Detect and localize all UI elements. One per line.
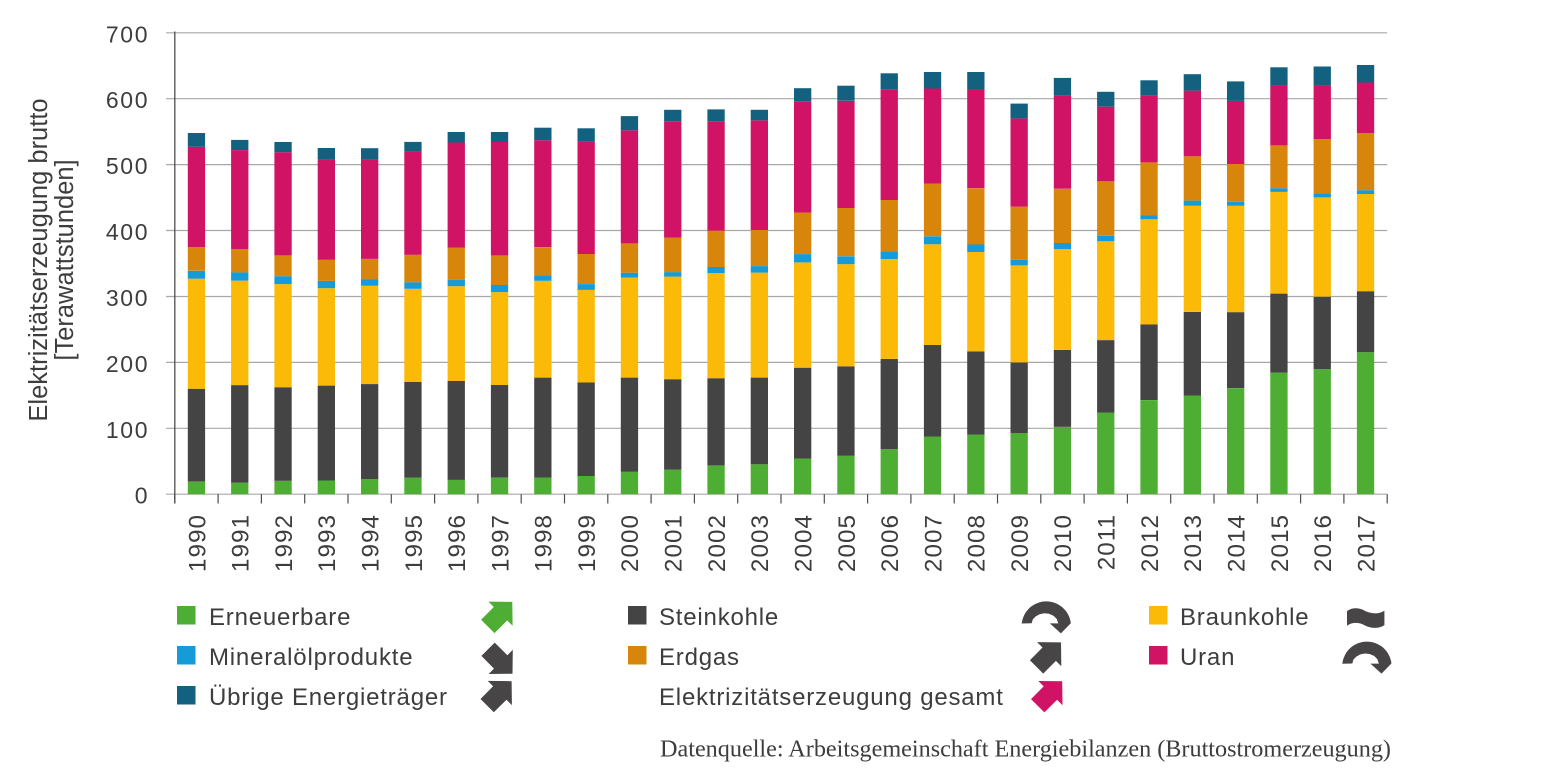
svg-text:Mineralölprodukte: Mineralölprodukte — [209, 644, 413, 671]
svg-text:1996: 1996 — [444, 514, 471, 572]
svg-text:2004: 2004 — [791, 514, 818, 572]
svg-text:2017: 2017 — [1353, 514, 1380, 572]
svg-text:1998: 1998 — [531, 514, 558, 572]
svg-text:2007: 2007 — [920, 514, 947, 572]
svg-text:2012: 2012 — [1137, 514, 1164, 572]
svg-text:2011: 2011 — [1094, 514, 1121, 570]
svg-text:500: 500 — [106, 153, 149, 179]
svg-text:2001: 2001 — [661, 514, 688, 572]
svg-text:2016: 2016 — [1310, 514, 1337, 572]
svg-text:2009: 2009 — [1007, 514, 1034, 572]
svg-text:100: 100 — [106, 417, 149, 443]
svg-text:2002: 2002 — [704, 514, 731, 572]
svg-text:2013: 2013 — [1180, 514, 1207, 572]
svg-text:Übrige Energieträger: Übrige Energieträger — [209, 684, 448, 711]
svg-text:Datenquelle: Arbeitsgemeinscha: Datenquelle: Arbeitsgemeinschaft Energie… — [660, 736, 1391, 763]
svg-text:Erneuerbare: Erneuerbare — [209, 604, 351, 631]
svg-text:400: 400 — [106, 219, 149, 245]
svg-text:1995: 1995 — [401, 514, 428, 572]
svg-text:600: 600 — [106, 87, 149, 113]
svg-text:Elektrizitätserzeugung brutto: Elektrizitätserzeugung brutto — [25, 98, 53, 421]
svg-text:Steinkohle: Steinkohle — [659, 604, 779, 631]
svg-text:1991: 1991 — [228, 514, 255, 572]
svg-text:2010: 2010 — [1050, 514, 1077, 572]
svg-text:2006: 2006 — [877, 514, 904, 572]
svg-text:2005: 2005 — [834, 514, 861, 572]
svg-text:2008: 2008 — [964, 514, 991, 572]
svg-text:700: 700 — [106, 21, 149, 47]
svg-text:Uran: Uran — [1180, 644, 1235, 671]
svg-text:2003: 2003 — [747, 514, 774, 572]
svg-text:200: 200 — [106, 351, 149, 377]
svg-text:1993: 1993 — [314, 514, 341, 572]
svg-text:2014: 2014 — [1224, 514, 1251, 572]
svg-text:2015: 2015 — [1267, 514, 1294, 572]
svg-text:300: 300 — [106, 285, 149, 311]
svg-text:Elektrizitätserzeugung gesamt: Elektrizitätserzeugung gesamt — [659, 684, 1004, 711]
svg-text:2000: 2000 — [617, 514, 644, 572]
svg-text:0: 0 — [135, 483, 150, 509]
svg-text:1999: 1999 — [574, 514, 601, 572]
svg-text:1997: 1997 — [487, 514, 514, 572]
svg-text:1990: 1990 — [184, 514, 211, 572]
svg-text:[Terawattstunden]: [Terawattstunden] — [51, 159, 79, 360]
svg-text:1994: 1994 — [358, 514, 385, 572]
svg-text:1992: 1992 — [271, 514, 298, 572]
svg-text:Braunkohle: Braunkohle — [1180, 604, 1309, 631]
svg-text:Erdgas: Erdgas — [659, 644, 740, 671]
